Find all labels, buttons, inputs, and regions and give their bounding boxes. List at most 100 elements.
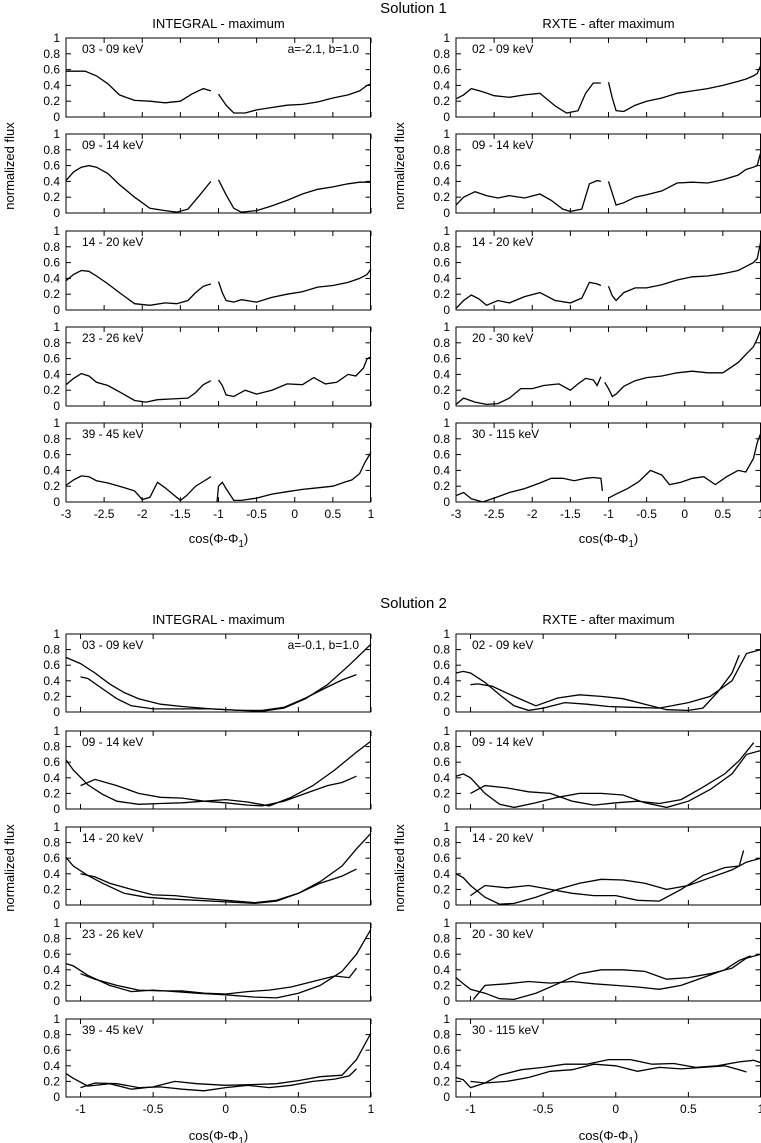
y-tick-label: 0.4 [433, 771, 450, 785]
energy-band-label: 09 - 14 keV [472, 735, 533, 749]
x-tick-label: -2 [137, 507, 148, 521]
y-tick-label: 0.6 [43, 1043, 60, 1057]
y-tick-label: 0.6 [43, 159, 60, 173]
flux-curve-2 [217, 83, 372, 114]
energy-band-label: 02 - 09 keV [472, 42, 533, 56]
y-tick-label: 0.8 [433, 336, 450, 350]
x-tick-label: -0.5 [143, 1102, 164, 1116]
y-tick-label: 0.2 [43, 882, 60, 896]
solution-1: Solution 1 INTEGRAL - maximum normalized f… [2, 0, 761, 550]
flux-curve-1 [455, 1058, 761, 1089]
y-tick-label: 0.2 [433, 978, 450, 992]
y-tick-label: 0.4 [433, 78, 450, 92]
x-tick-label: 1 [368, 1102, 375, 1116]
flux-curve-1 [65, 372, 212, 403]
y-axis-label: normalized flux [392, 122, 407, 210]
y-tick-label: 0.6 [433, 658, 450, 672]
y-tick-label: 0.4 [433, 271, 450, 285]
y-tick-label: 0.2 [433, 190, 450, 204]
y-tick-label: 0 [443, 898, 450, 912]
flux-curve-2 [608, 432, 761, 499]
x-tick-label: -0.5 [246, 507, 267, 521]
y-tick-label: 1 [443, 916, 450, 930]
y-tick-label: 0.2 [43, 94, 60, 108]
panel: 0 0.20.4 0.60.8 1 14 - 20 keV [43, 820, 372, 912]
x-tick-label: 0.5 [290, 1102, 307, 1116]
y-tick-label: 0.2 [43, 786, 60, 800]
y-tick-label: 1 [443, 627, 450, 641]
y-tick-label: 1 [443, 224, 450, 238]
panel: 0 0.20.4 0.60.8 1 30 - 115 keV -1 -0.5 0 0.5 1 [433, 1012, 761, 1116]
parameter-note: a=-0.1, b=1.0 [288, 638, 360, 652]
y-tick-label: 0 [443, 399, 450, 413]
x-tick-label: 0.5 [680, 1102, 697, 1116]
y-tick-label: 0.4 [43, 867, 60, 881]
y-tick-label: 0.8 [433, 47, 450, 61]
y-tick-label: 0.4 [433, 463, 450, 477]
energy-band-label: 23 - 26 keV [82, 331, 143, 345]
y-tick-label: 0.8 [433, 932, 450, 946]
y-tick-label: 0.2 [433, 287, 450, 301]
y-tick-label: 0.6 [43, 755, 60, 769]
y-tick-label: 0 [443, 110, 450, 124]
y-tick-label: 0 [443, 303, 450, 317]
y-tick-label: 0.6 [43, 63, 60, 77]
energy-band-label: 03 - 09 keV [82, 42, 143, 56]
y-tick-label: 1 [53, 724, 60, 738]
x-tick-label: -1 [75, 1102, 86, 1116]
x-tick-label: -0.5 [636, 507, 657, 521]
y-tick-label: 0.6 [43, 947, 60, 961]
y-tick-label: 0.6 [433, 63, 450, 77]
energy-band-label: 02 - 09 keV [472, 638, 533, 652]
y-tick-label: 0.8 [433, 643, 450, 657]
panel: 0 0.20.4 0.60.8 1 03 - 09 keV a=-0.1, b=1.0 [43, 627, 372, 719]
y-tick-label: 0 [443, 994, 450, 1008]
y-tick-label: 0.4 [43, 963, 60, 977]
y-tick-label: 0.8 [43, 240, 60, 254]
flux-curve-2 [470, 1063, 747, 1084]
y-tick-label: 0.6 [433, 947, 450, 961]
y-tick-label: 0.6 [43, 352, 60, 366]
y-tick-label: 0.2 [43, 287, 60, 301]
y-tick-label: 0.4 [43, 78, 60, 92]
panel-frame [65, 922, 371, 1002]
y-tick-label: 0 [443, 495, 450, 509]
energy-band-label: 30 - 115 keV [472, 427, 539, 441]
y-axis-label: normalized flux [392, 824, 407, 912]
y-tick-label: 0.8 [433, 836, 450, 850]
y-tick-label: 0 [53, 705, 60, 719]
panel: 0 0.20.4 0.60.8 1 14 - 20 keV [433, 820, 761, 912]
y-tick-label: 1 [443, 724, 450, 738]
x-tick-label: -1 [603, 507, 614, 521]
y-tick-label: 1 [443, 127, 450, 141]
x-tick-label: 0 [612, 1102, 619, 1116]
y-tick-label: 0.6 [433, 352, 450, 366]
y-tick-label: 1 [443, 1012, 450, 1026]
y-tick-label: 0.2 [433, 479, 450, 493]
x-tick-label: -3 [61, 507, 72, 521]
x-tick-label: -2.5 [94, 507, 115, 521]
y-tick-label: 0.2 [433, 882, 450, 896]
y-tick-label: 0 [443, 705, 450, 719]
flux-curve-2 [80, 775, 357, 807]
y-tick-label: 1 [443, 31, 450, 45]
y-tick-label: 0 [443, 1090, 450, 1104]
y-tick-label: 0 [443, 206, 450, 220]
y-tick-label: 0.8 [43, 643, 60, 657]
energy-band-label: 09 - 14 keV [82, 735, 143, 749]
solution-title: Solution 1 [380, 0, 447, 17]
y-tick-label: 0.8 [433, 432, 450, 446]
x-tick-label: -3 [451, 507, 462, 521]
x-tick-label: -2.5 [484, 507, 505, 521]
y-tick-label: 0.6 [433, 1043, 450, 1057]
panel-frame [65, 633, 371, 713]
y-tick-label: 0.2 [43, 190, 60, 204]
y-tick-label: 0.4 [43, 174, 60, 188]
x-tick-label: -1 [213, 507, 224, 521]
